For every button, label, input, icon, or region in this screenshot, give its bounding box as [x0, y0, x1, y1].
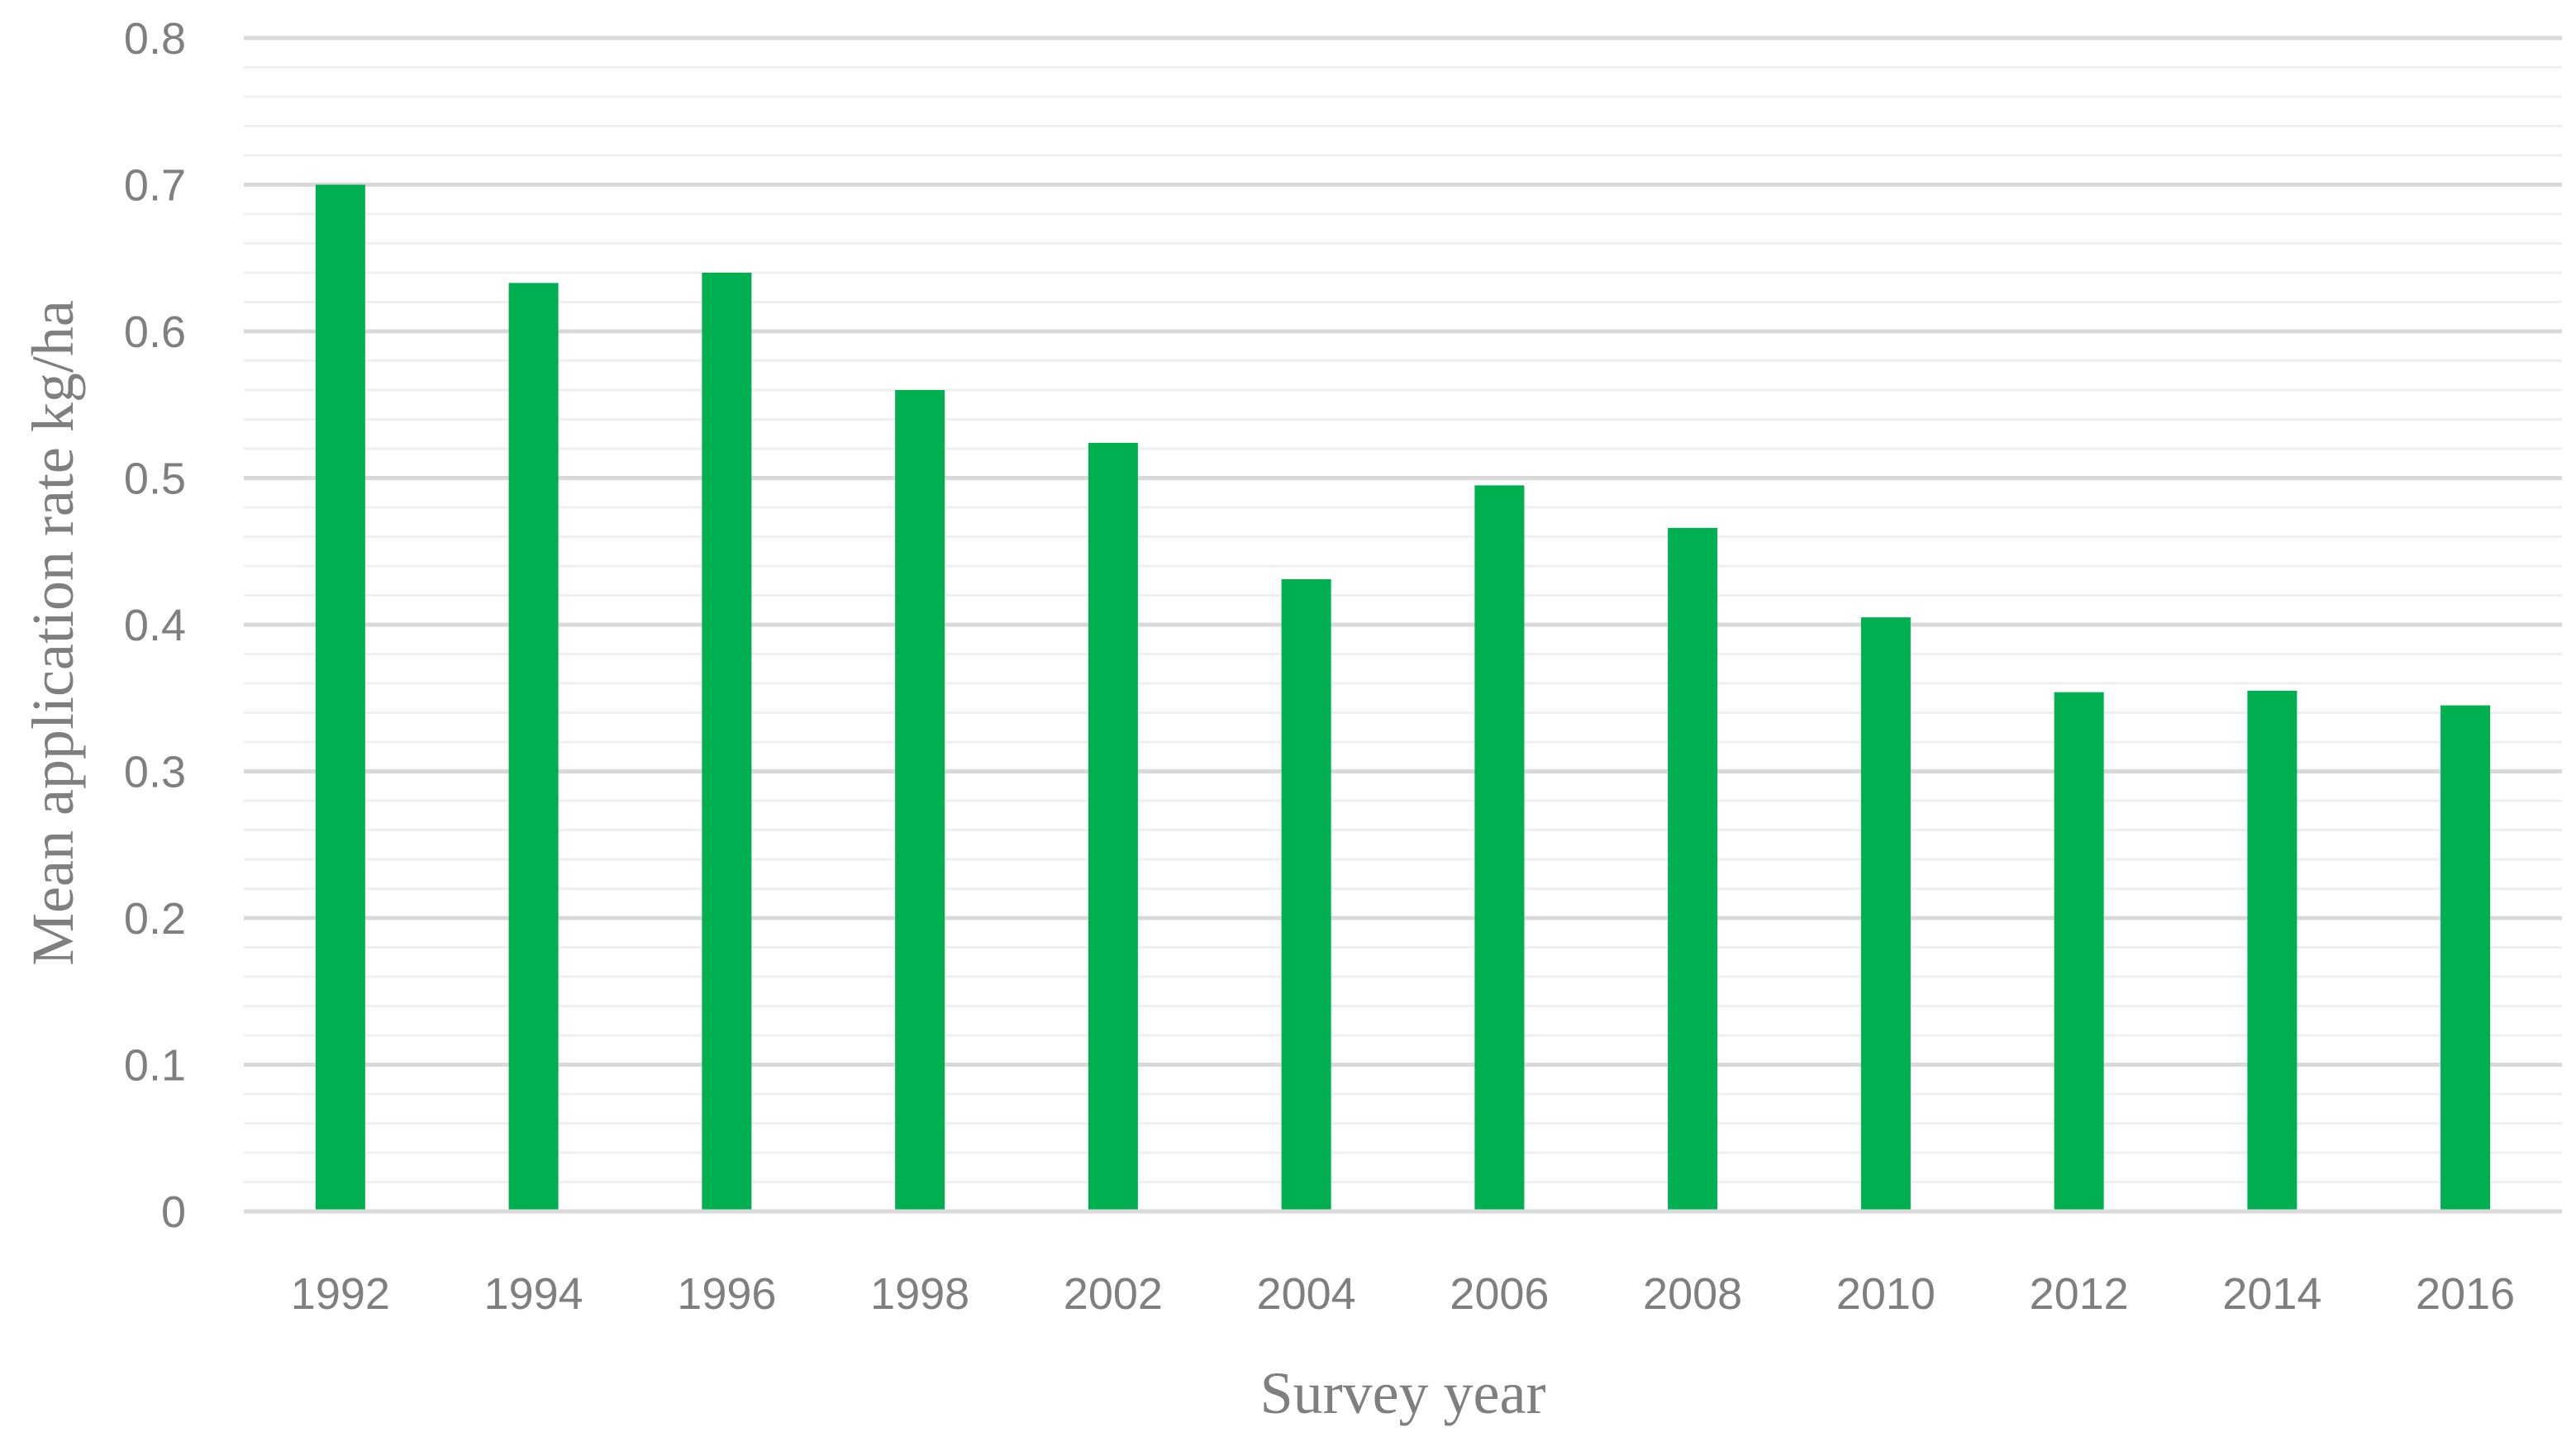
bar-2016 [2440, 705, 2491, 1211]
x-tick-label: 1994 [484, 1269, 583, 1319]
bar-2006 [1474, 485, 1525, 1211]
bar-2004 [1281, 578, 1331, 1211]
x-tick-label: 1998 [870, 1269, 969, 1319]
y-tick-label: 0.4 [124, 601, 186, 650]
y-tick-label: 0.7 [124, 161, 186, 211]
bar-series [315, 184, 2491, 1211]
bar-2012 [2054, 692, 2104, 1211]
x-tick-label: 2010 [1836, 1269, 1936, 1319]
x-tick-label: 2008 [1643, 1269, 1742, 1319]
bar-2008 [1668, 527, 1718, 1211]
x-axis-tick-labels: 1992 1994 1996 1998 2002 2004 2006 2008 2010 2012… [291, 1269, 2515, 1319]
x-tick-label: 2006 [1450, 1269, 1549, 1319]
x-tick-label: 1996 [677, 1269, 776, 1319]
y-axis-title: Mean application rate kg/ha [20, 300, 86, 966]
minor-gridlines [244, 66, 2562, 1183]
y-tick-label: 0.1 [124, 1041, 186, 1091]
bar-2002 [1088, 442, 1138, 1211]
bar-2014 [2247, 690, 2297, 1211]
y-tick-label: 0.3 [124, 748, 186, 797]
major-gridlines [244, 36, 2562, 1067]
bar-1994 [508, 283, 559, 1211]
x-tick-label: 2002 [1064, 1269, 1163, 1319]
x-tick-label: 2004 [1257, 1269, 1356, 1319]
x-tick-label: 2012 [2030, 1269, 2129, 1319]
x-tick-label: 2014 [2222, 1269, 2321, 1319]
y-tick-label: 0.5 [124, 454, 186, 504]
x-tick-label: 1992 [291, 1269, 390, 1319]
y-tick-label: 0.2 [124, 894, 186, 944]
bar-1992 [315, 184, 365, 1211]
x-tick-label: 2016 [2416, 1269, 2515, 1319]
bar-1998 [895, 390, 945, 1211]
y-tick-label: 0.6 [124, 307, 186, 357]
bar-1996 [702, 273, 752, 1211]
y-axis-tick-labels: 0 0.1 0.2 0.3 0.4 0.5 0.6 0.7 0.8 [124, 14, 186, 1237]
x-axis-title: Survey year [1260, 1360, 1546, 1426]
y-tick-label: 0.8 [124, 14, 186, 64]
y-tick-label: 0 [161, 1187, 186, 1237]
bar-2010 [1860, 617, 1911, 1211]
